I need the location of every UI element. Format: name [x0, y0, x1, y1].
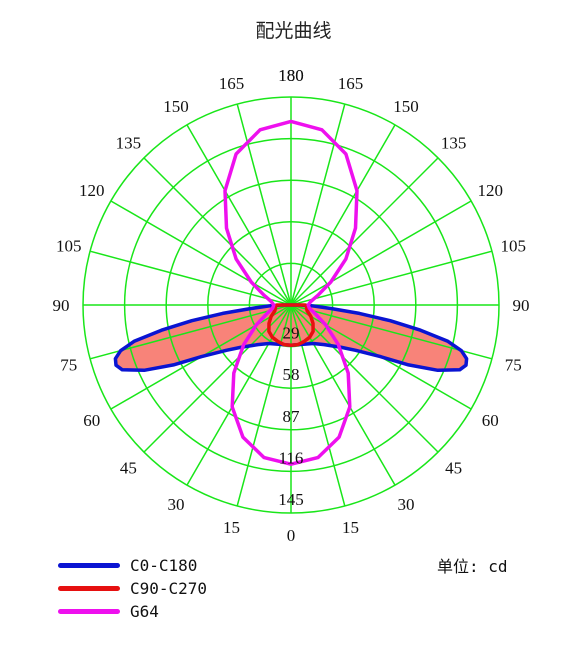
- angle-tick-label: 165: [338, 74, 364, 93]
- angle-tick-label: 0: [287, 526, 296, 545]
- grid-spoke: [143, 304, 292, 453]
- legend: C0-C180 C90-C270 G64: [58, 554, 207, 623]
- grid-spoke: [290, 157, 439, 306]
- angle-tick-label: 180: [278, 66, 304, 85]
- grid-spoke: [236, 103, 292, 306]
- grid-spoke: [143, 157, 292, 306]
- radial-tick-label: 58: [283, 365, 300, 384]
- series-line: [223, 119, 359, 466]
- series-line: [267, 303, 315, 347]
- angle-tick-label: 45: [445, 459, 462, 478]
- grid-spoke: [186, 304, 292, 486]
- legend-swatch: [58, 563, 120, 568]
- grid-spoke: [290, 124, 396, 306]
- angle-tick-label: 120: [79, 181, 105, 200]
- legend-item: G64: [58, 600, 207, 623]
- angle-tick-label: 45: [120, 459, 137, 478]
- grid-spoke: [290, 304, 396, 486]
- legend-swatch: [58, 586, 120, 591]
- angle-tick-label: 90: [53, 296, 70, 315]
- angle-tick-label: 15: [223, 518, 240, 537]
- grid-spoke: [110, 200, 292, 306]
- angle-tick-label: 60: [83, 411, 100, 430]
- grid-spoke: [290, 304, 346, 507]
- grid-spoke: [290, 103, 346, 306]
- legend-swatch: [58, 609, 120, 614]
- legend-item: C0-C180: [58, 554, 207, 577]
- chart-title: 配光曲线: [255, 20, 332, 42]
- angle-tick-label: 105: [500, 237, 526, 256]
- grid-spoke: [186, 124, 292, 306]
- angle-tick-label: 165: [219, 74, 245, 93]
- angle-tick-label: 120: [477, 181, 503, 200]
- angle-tick-label: 60: [482, 411, 499, 430]
- angle-tick-label: 30: [168, 495, 185, 514]
- angle-tick-label: 180: [278, 66, 304, 85]
- grid-spoke: [290, 250, 493, 306]
- legend-label: G64: [130, 602, 159, 621]
- angle-tick-label: 90: [513, 296, 530, 315]
- angle-tick-label: 135: [441, 133, 467, 152]
- angle-tick-label: 75: [505, 356, 522, 375]
- angle-tick-label: 15: [342, 518, 359, 537]
- angle-tick-label: 30: [398, 495, 415, 514]
- radial-tick-label: 87: [283, 407, 301, 426]
- angle-tick-label: 150: [163, 97, 189, 116]
- angle-tick-label: 135: [116, 133, 142, 152]
- unit-label: 单位: cd: [437, 557, 508, 576]
- radial-tick-label: 145: [278, 490, 304, 509]
- grid-spoke: [89, 250, 292, 306]
- angle-tick-label: 105: [56, 237, 82, 256]
- grid-spoke: [290, 200, 472, 306]
- angle-tick-label: 75: [60, 356, 77, 375]
- radial-tick-label: 116: [279, 448, 304, 467]
- legend-item: C90-C270: [58, 577, 207, 600]
- legend-label: C90-C270: [130, 579, 208, 598]
- angle-tick-label: 150: [393, 97, 419, 116]
- grid-spoke: [290, 304, 439, 453]
- radial-tick-label: 29: [283, 324, 300, 343]
- grid-spoke: [236, 304, 292, 507]
- legend-label: C0-C180: [130, 556, 198, 575]
